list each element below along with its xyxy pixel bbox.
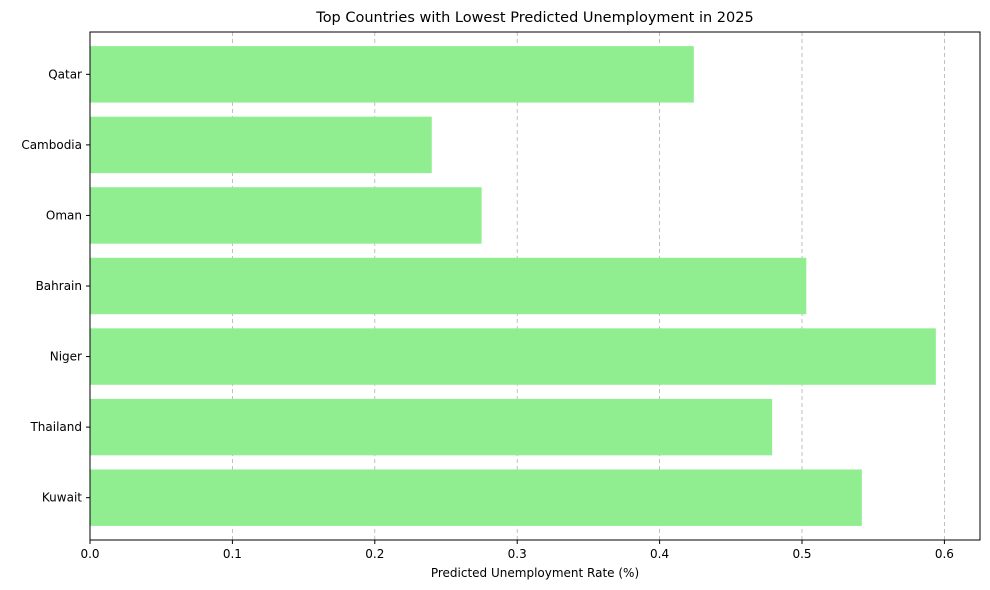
x-tick-label: 0.5 xyxy=(792,547,811,561)
bar-niger xyxy=(90,328,936,385)
x-axis-label: Predicted Unemployment Rate (%) xyxy=(431,566,639,580)
bar-oman xyxy=(90,187,482,244)
y-axis: Qatar Cambodia Oman Bahrain Niger Thailand Kuw… xyxy=(21,67,90,505)
bar-thailand xyxy=(90,398,773,456)
bar-kuwait xyxy=(90,469,862,526)
chart-title: Top Countries with Lowest Predicted Unem… xyxy=(315,10,753,26)
x-axis: 0.0 0.1 0.2 0.3 0.4 0.5 0.6 xyxy=(80,540,954,561)
x-tick-label: 0.1 xyxy=(223,547,242,561)
y-tick-label: Kuwait xyxy=(42,491,82,505)
y-tick-label: Oman xyxy=(46,208,82,222)
x-tick-label: 0.6 xyxy=(935,547,954,561)
y-tick-label: Cambodia xyxy=(21,138,82,152)
x-tick-label: 0.0 xyxy=(80,547,99,561)
bar-cambodia xyxy=(90,116,432,174)
y-tick-label: Niger xyxy=(50,350,82,364)
y-tick-label: Qatar xyxy=(48,67,82,81)
x-tick-label: 0.4 xyxy=(650,547,669,561)
bars xyxy=(90,46,936,526)
y-tick-label: Thailand xyxy=(29,420,82,434)
bar-qatar xyxy=(90,46,694,103)
y-tick-label: Bahrain xyxy=(36,279,82,293)
bar-bahrain xyxy=(90,257,807,315)
x-tick-label: 0.2 xyxy=(365,547,384,561)
x-tick-label: 0.3 xyxy=(508,547,527,561)
